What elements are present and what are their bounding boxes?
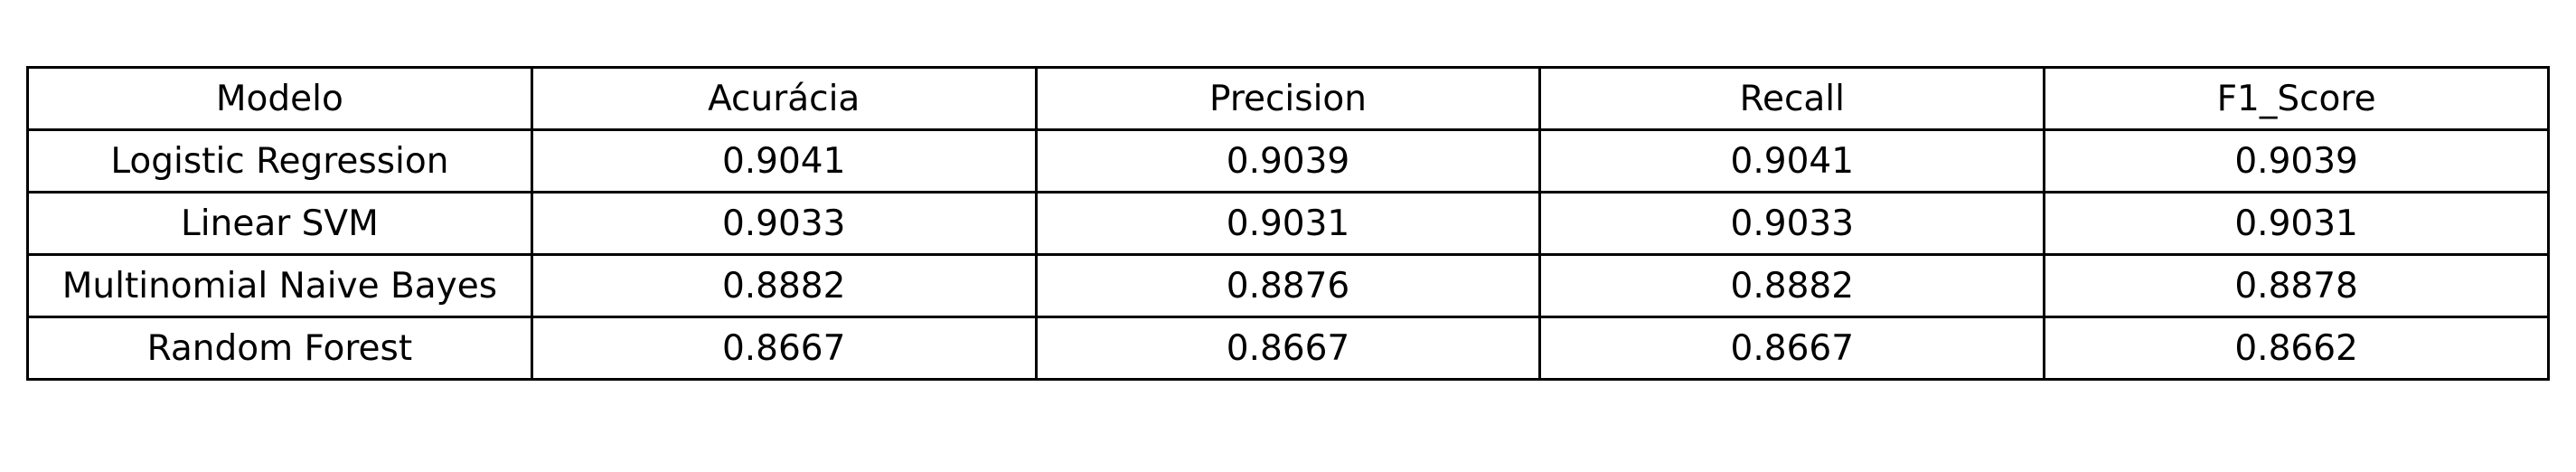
table-row: Random Forest 0.8667 0.8667 0.8667 0.866…: [26, 316, 2550, 381]
table-row: Linear SVM 0.9033 0.9031 0.9033 0.9031: [26, 191, 2550, 256]
model-name-cell: Logistic Regression: [26, 128, 533, 194]
precision-cell: 0.9031: [1034, 191, 1542, 256]
recall-cell: 0.9041: [1538, 128, 2046, 194]
results-table: Modelo Acurácia Precision Recall F1_Scor…: [26, 66, 2550, 381]
precision-cell: 0.9039: [1034, 128, 1542, 194]
f1-score-cell: 0.9031: [2043, 191, 2550, 256]
table-row: Multinomial Naive Bayes 0.8882 0.8876 0.…: [26, 253, 2550, 318]
header-cell-acuracia: Acurácia: [530, 66, 1038, 131]
accuracy-cell: 0.8882: [530, 253, 1038, 318]
f1-score-cell: 0.9039: [2043, 128, 2550, 194]
header-cell-f1-score: F1_Score: [2043, 66, 2550, 131]
precision-cell: 0.8876: [1034, 253, 1542, 318]
model-name-cell: Multinomial Naive Bayes: [26, 253, 533, 318]
header-cell-recall: Recall: [1538, 66, 2046, 131]
f1-score-cell: 0.8878: [2043, 253, 2550, 318]
model-name-cell: Random Forest: [26, 316, 533, 381]
accuracy-cell: 0.9033: [530, 191, 1038, 256]
recall-cell: 0.8882: [1538, 253, 2046, 318]
table-row: Logistic Regression 0.9041 0.9039 0.9041…: [26, 128, 2550, 194]
header-cell-precision: Precision: [1034, 66, 1542, 131]
header-row: Modelo Acurácia Precision Recall F1_Scor…: [26, 66, 2550, 131]
recall-cell: 0.8667: [1538, 316, 2046, 381]
recall-cell: 0.9033: [1538, 191, 2046, 256]
header-cell-modelo: Modelo: [26, 66, 533, 131]
accuracy-cell: 0.9041: [530, 128, 1038, 194]
precision-cell: 0.8667: [1034, 316, 1542, 381]
f1-score-cell: 0.8662: [2043, 316, 2550, 381]
accuracy-cell: 0.8667: [530, 316, 1038, 381]
model-name-cell: Linear SVM: [26, 191, 533, 256]
